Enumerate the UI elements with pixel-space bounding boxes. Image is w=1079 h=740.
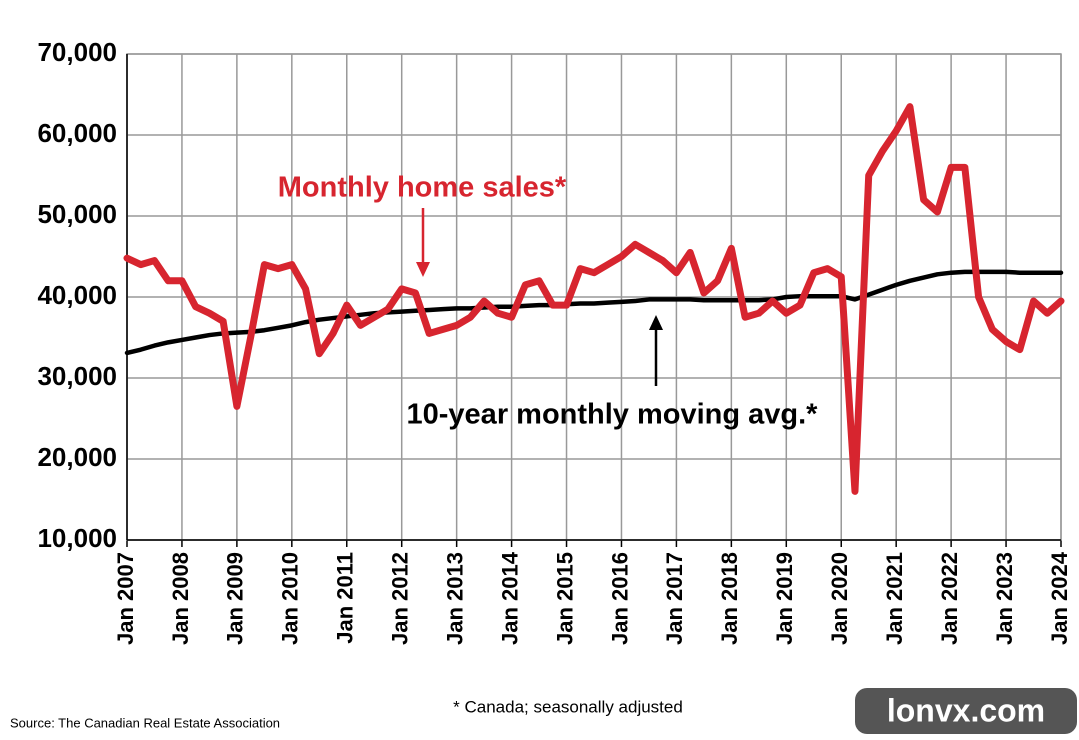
arrow-head bbox=[416, 262, 430, 277]
footnote: * Canada; seasonally adjusted bbox=[453, 697, 683, 716]
y-tick-label: 50,000 bbox=[37, 199, 117, 229]
x-tick-label: Jan 2014 bbox=[497, 551, 522, 645]
x-tick-label: Jan 2020 bbox=[827, 552, 852, 645]
x-tick-label: Jan 2024 bbox=[1047, 551, 1072, 645]
x-tick-label: Jan 2015 bbox=[552, 552, 577, 645]
x-tick-label: Jan 2017 bbox=[662, 552, 687, 645]
y-tick-label: 20,000 bbox=[37, 442, 117, 472]
x-tick-label: Jan 2023 bbox=[992, 552, 1017, 645]
x-tick-label: Jan 2022 bbox=[937, 552, 962, 645]
x-tick-label: Jan 2009 bbox=[223, 552, 248, 645]
x-tick-label: Jan 2011 bbox=[333, 552, 358, 644]
y-tick-label: 40,000 bbox=[37, 280, 117, 310]
y-tick-label: 70,000 bbox=[37, 37, 117, 67]
series-annotation: Monthly home sales* bbox=[278, 172, 567, 204]
y-tick-label: 30,000 bbox=[37, 361, 117, 391]
x-tick-label: Jan 2007 bbox=[113, 552, 138, 645]
x-tick-label: Jan 2019 bbox=[772, 552, 797, 645]
x-tick-label: Jan 2013 bbox=[442, 552, 467, 645]
x-tick-label: Jan 2010 bbox=[278, 552, 303, 645]
x-tick-label: Jan 2016 bbox=[607, 552, 632, 645]
watermark-box bbox=[855, 688, 1077, 734]
source: Source: The Canadian Real Estate Associa… bbox=[10, 715, 280, 730]
series-line bbox=[124, 269, 1064, 356]
x-tick-label: Jan 2021 bbox=[882, 552, 907, 645]
x-tick-label: Jan 2012 bbox=[388, 552, 413, 645]
series-line bbox=[123, 103, 1065, 495]
watermark: lonvx.com bbox=[887, 692, 1045, 728]
y-tick-label: 10,000 bbox=[37, 523, 117, 553]
x-tick-label: Jan 2008 bbox=[168, 552, 193, 645]
x-tick-label: Jan 2018 bbox=[717, 552, 742, 645]
series-annotation: 10-year monthly moving avg.* bbox=[407, 399, 819, 431]
arrow-head bbox=[649, 315, 663, 330]
y-tick-label: 60,000 bbox=[37, 118, 117, 148]
